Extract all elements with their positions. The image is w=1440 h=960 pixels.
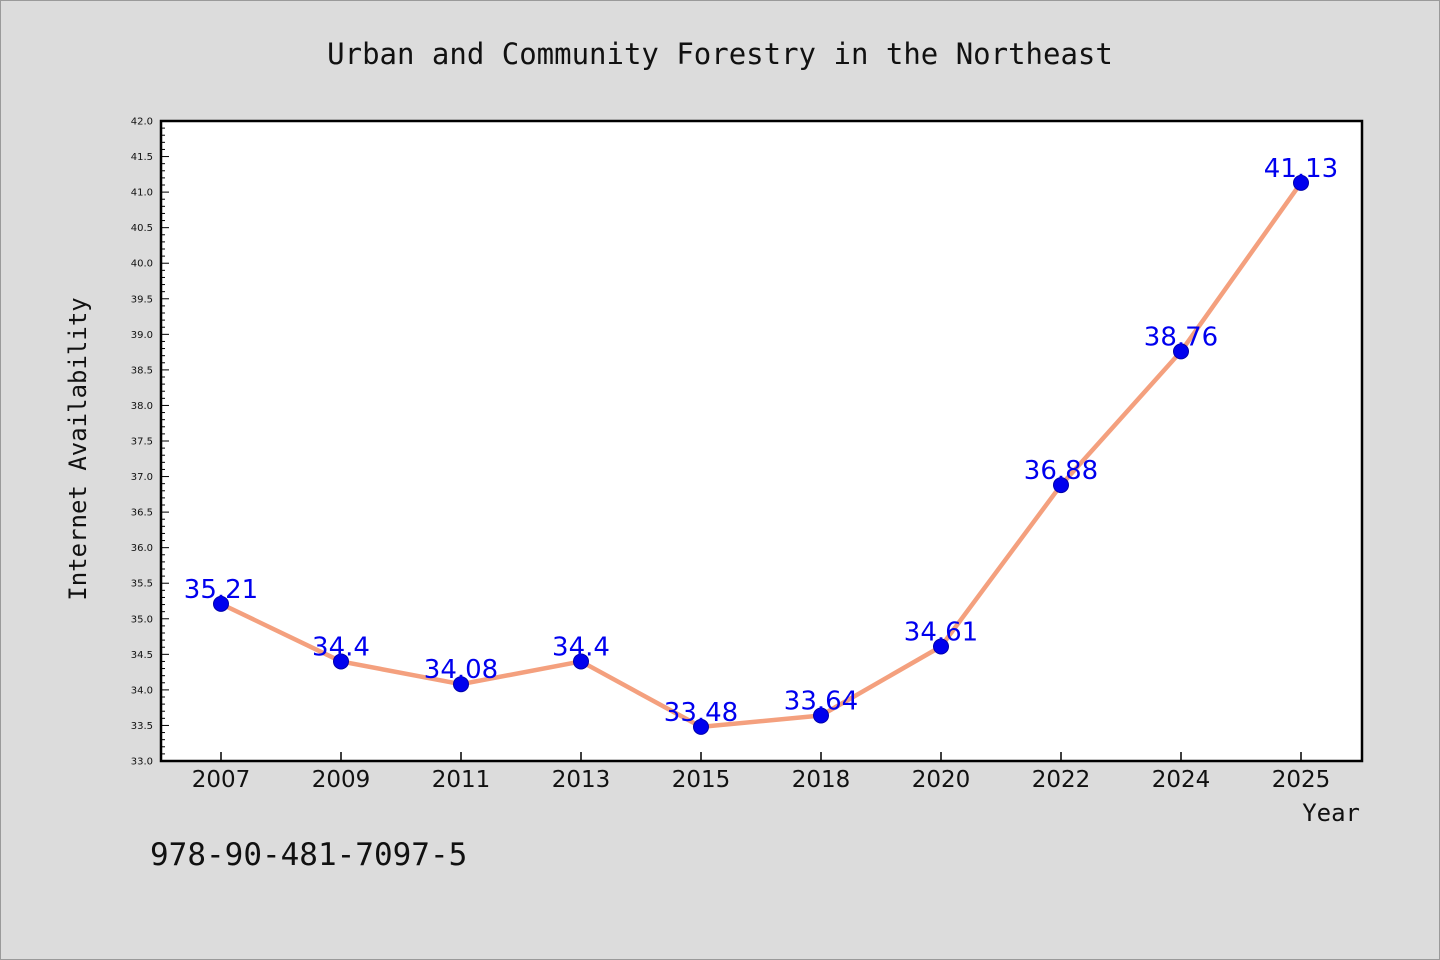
x-tick-label: 2025: [1272, 767, 1331, 793]
data-point: [693, 718, 709, 735]
data-label: 34.4: [312, 632, 370, 662]
y-tick-label: 42.0: [131, 117, 153, 128]
data-label: 41.13: [1264, 154, 1338, 184]
data-point: [933, 638, 949, 655]
data-point: [1053, 477, 1069, 494]
data-markers: [213, 174, 1309, 735]
x-tick-label: 2015: [672, 767, 731, 793]
x-tick-label: 2009: [312, 767, 371, 793]
y-tick-label: 39.5: [131, 294, 153, 305]
y-tick-label: 41.5: [131, 152, 153, 163]
y-tick-label: 37.5: [131, 437, 153, 448]
y-tick-label: 37.0: [131, 472, 153, 483]
x-tick-label: 2013: [552, 767, 611, 793]
y-axis: 33.0 33.5 34.0 34.5 35.0 35.5 36.0 36.5 37.0 37.5…: [131, 117, 169, 768]
data-point: [333, 653, 349, 670]
y-tick-label: 36.0: [131, 543, 153, 554]
plot-area: [161, 121, 1362, 761]
y-tick-label: 34.5: [131, 650, 153, 661]
data-point: [453, 676, 469, 693]
data-point: [213, 595, 229, 612]
data-label: 34.4: [552, 632, 610, 662]
data-label: 33.48: [664, 698, 738, 728]
data-label: 34.61: [904, 618, 978, 648]
x-tick-label: 2022: [1032, 767, 1091, 793]
x-tick-label: 2020: [912, 767, 971, 793]
y-tick-label: 33.5: [131, 721, 153, 732]
y-tick-label: 35.5: [131, 579, 153, 590]
data-point: [573, 653, 589, 670]
y-tick-label: 41.0: [131, 188, 153, 199]
y-tick-label: 36.5: [131, 508, 153, 519]
series-line: [220, 181, 1303, 730]
y-tick-label: 39.0: [131, 330, 153, 341]
data-point: [1173, 343, 1189, 360]
chart-title: Urban and Community Forestry in the Nort…: [327, 37, 1113, 71]
x-axis: 2007 2009 2011 2013 2015 2018 2020 2022 2024 2025: [192, 752, 1331, 793]
y-tick-label: 38.0: [131, 401, 153, 412]
data-label: 35.21: [184, 575, 258, 605]
y-tick-label: 40.5: [131, 223, 153, 234]
y-tick-label: 40.0: [131, 259, 153, 270]
isbn-label: 978-90-481-7097-5: [150, 837, 467, 873]
data-label: 33.64: [784, 686, 858, 716]
x-tick-label: 2024: [1152, 767, 1211, 793]
y-tick-label: 33.0: [131, 757, 153, 768]
data-label: 36.88: [1024, 456, 1098, 486]
plot-frame: [159, 119, 1364, 763]
data-labels: 35.21 34.4 34.08 34.4 33.48 33.64 34.61 36.88 38…: [184, 154, 1338, 728]
y-tick-label: 34.0: [131, 685, 153, 696]
x-tick-label: 2007: [192, 767, 251, 793]
data-label: 34.08: [424, 655, 498, 685]
y-axis-title: Internet Availability: [64, 297, 92, 600]
y-tick-label: 35.0: [131, 614, 153, 625]
x-tick-label: 2018: [792, 767, 851, 793]
x-axis-title: Year: [1302, 799, 1360, 827]
data-point: [813, 707, 829, 724]
data-label: 38.76: [1144, 322, 1218, 352]
x-tick-label: 2011: [432, 767, 491, 793]
y-tick-label: 38.5: [131, 365, 153, 376]
data-point: [1293, 174, 1309, 191]
